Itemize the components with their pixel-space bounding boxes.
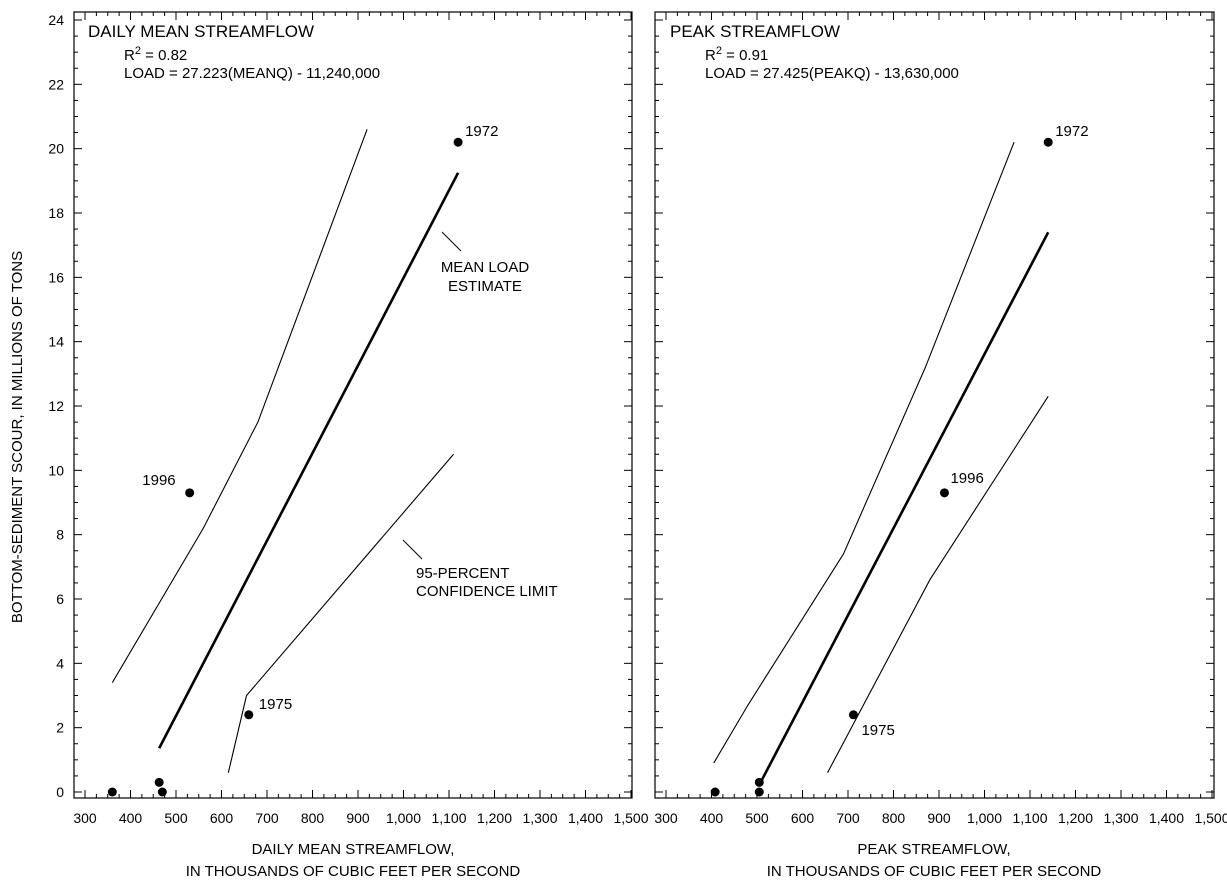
point-label: 1996 xyxy=(950,470,983,487)
annotation-mean-load-line2: ESTIMATE xyxy=(448,278,522,295)
y-tick-label: 6 xyxy=(56,591,64,607)
panel-title: DAILY MEAN STREAMFLOW xyxy=(88,22,314,41)
data-point xyxy=(848,710,858,720)
data-point xyxy=(154,777,164,787)
x-tick-label: 1,100 xyxy=(431,810,466,826)
data-point xyxy=(157,787,167,797)
y-tick-label: 2 xyxy=(56,720,64,736)
x-tick-label: 1,500 xyxy=(613,810,648,826)
y-tick-label: 20 xyxy=(48,141,64,157)
y-tick-label: 18 xyxy=(48,205,64,221)
regression-equation: LOAD = 27.223(MEANQ) - 11,240,000 xyxy=(124,65,380,82)
r-squared: R2 = 0.82 xyxy=(124,45,187,64)
x-tick-label: 1,200 xyxy=(477,810,512,826)
y-tick-label: 4 xyxy=(56,655,64,671)
x-tick-label: 1,100 xyxy=(1012,810,1047,826)
mean-load-estimate-line xyxy=(758,231,1050,786)
lower-confidence-limit-line xyxy=(827,396,1049,773)
x-tick-label: 1,300 xyxy=(1103,810,1138,826)
annotation-mean-load-line1: MEAN LOAD xyxy=(441,259,530,276)
x-tick-label: 500 xyxy=(745,810,769,826)
y-axis-label: BOTTOM-SEDIMENT SCOUR, IN MILLIONS OF TO… xyxy=(9,251,26,623)
x-axis-label-line1: DAILY MEAN STREAMFLOW, xyxy=(252,841,455,858)
y-tick-label: 22 xyxy=(48,76,64,92)
lower-confidence-limit-line xyxy=(227,453,454,773)
x-tick-label: 1,000 xyxy=(386,810,421,826)
point-label: 1975 xyxy=(259,696,292,713)
fit-lines xyxy=(713,142,1050,786)
plot-frame xyxy=(73,11,633,799)
confidence-limit-leader xyxy=(402,539,423,560)
y-tick-label: 12 xyxy=(48,398,64,414)
y-tick-label: 8 xyxy=(56,527,64,543)
fit-lines xyxy=(111,129,460,773)
x-tick-label: 400 xyxy=(119,810,143,826)
x-ticks: 300 400 500 600 700 800 900 1,000 1,100 1,200 1,30… xyxy=(73,12,649,826)
upper-confidence-limit-line xyxy=(713,142,1015,764)
point-label: 1996 xyxy=(142,472,175,489)
y-ticks xyxy=(655,19,1214,793)
data-point xyxy=(710,787,720,797)
x-tick-label: 800 xyxy=(301,810,325,826)
annotation-confidence-line1: 95-PERCENT xyxy=(416,565,509,582)
plot-frame xyxy=(654,11,1215,799)
x-tick-label: 900 xyxy=(927,810,951,826)
mean-load-estimate-line xyxy=(158,172,460,749)
data-point xyxy=(453,137,463,147)
data-points: 1996 1975 1972 xyxy=(107,123,498,797)
panel-title: PEAK STREAMFLOW xyxy=(670,22,840,41)
x-tick-label: 700 xyxy=(255,810,279,826)
y-tick-label: 16 xyxy=(48,269,64,285)
x-axis-label-line2: IN THOUSANDS OF CUBIC FEET PER SECOND xyxy=(186,863,521,880)
x-tick-label: 1,400 xyxy=(568,810,603,826)
point-label: 1975 xyxy=(861,722,894,739)
point-label: 1972 xyxy=(1055,123,1088,140)
data-point xyxy=(754,787,764,797)
y-tick-label: 24 xyxy=(48,12,64,28)
x-tick-label: 300 xyxy=(73,810,97,826)
x-tick-label: 600 xyxy=(791,810,815,826)
y-tick-label: 0 xyxy=(56,784,64,800)
data-point xyxy=(185,488,195,498)
data-points: 1996 1975 1972 xyxy=(710,123,1089,797)
point-label: 1972 xyxy=(465,123,498,140)
x-tick-label: 1,200 xyxy=(1058,810,1093,826)
x-tick-label: 500 xyxy=(164,810,188,826)
data-point xyxy=(107,787,117,797)
x-tick-label: 400 xyxy=(700,810,724,826)
upper-confidence-limit-line xyxy=(111,129,368,683)
x-tick-label: 700 xyxy=(836,810,860,826)
y-tick-label: 10 xyxy=(48,462,64,478)
mean-load-leader xyxy=(441,231,462,252)
y-tick-label: 14 xyxy=(48,334,64,350)
x-axis-label-line2: IN THOUSANDS OF CUBIC FEET PER SECOND xyxy=(767,863,1102,880)
x-tick-label: 800 xyxy=(882,810,906,826)
data-point xyxy=(754,777,764,787)
panel-daily-mean: 300 400 500 600 700 800 900 1,000 1,100 1,200 1,30… xyxy=(48,11,649,880)
regression-equation: LOAD = 27.425(PEAKQ) - 13,630,000 xyxy=(705,65,959,82)
r-squared: R2 = 0.91 xyxy=(705,45,768,64)
x-tick-label: 1,500 xyxy=(1194,810,1227,826)
x-ticks: 300 400 500 600 700 800 900 1,000 1,100 1,200 1,30… xyxy=(654,12,1227,826)
annotation-confidence-line2: CONFIDENCE LIMIT xyxy=(416,583,558,600)
x-tick-label: 1,000 xyxy=(967,810,1002,826)
x-tick-label: 600 xyxy=(210,810,234,826)
data-point xyxy=(244,710,254,720)
x-axis-label-line1: PEAK STREAMFLOW, xyxy=(857,841,1010,858)
x-tick-label: 900 xyxy=(346,810,370,826)
x-tick-label: 1,400 xyxy=(1149,810,1184,826)
data-point xyxy=(1043,137,1053,147)
data-point xyxy=(939,488,949,498)
x-tick-label: 300 xyxy=(654,810,678,826)
x-tick-label: 1,300 xyxy=(522,810,557,826)
panel-peak: 300 400 500 600 700 800 900 1,000 1,100 1,200 1,30… xyxy=(654,11,1227,880)
